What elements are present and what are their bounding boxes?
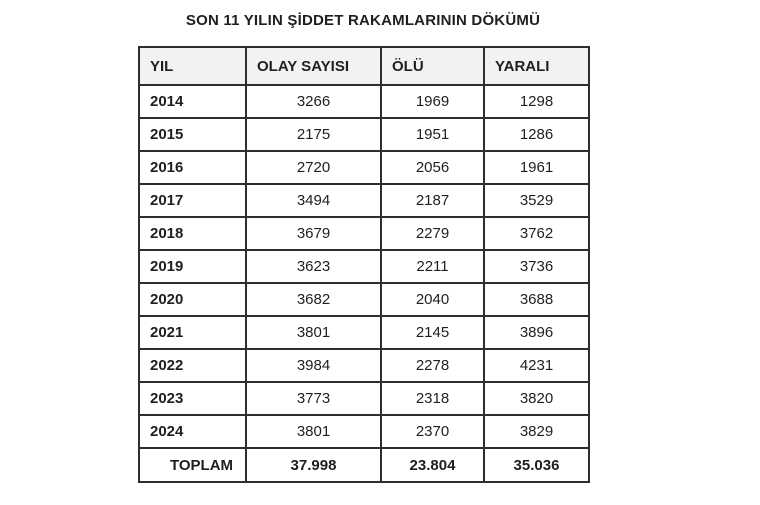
year-cell: 2020 xyxy=(138,282,247,317)
year-cell: 2018 xyxy=(138,216,247,251)
table-footer: TOPLAM 37.998 23.804 35.036 xyxy=(138,447,590,483)
table-row: 2015 2175 1951 1286 xyxy=(138,117,590,152)
value-cell: 3688 xyxy=(483,282,590,317)
value-cell: 3762 xyxy=(483,216,590,251)
total-olay-cell: 37.998 xyxy=(245,447,382,483)
violence-stats-section: SON 11 YILIN ŞİDDET RAKAMLARININ DÖKÜMÜ … xyxy=(138,12,590,483)
value-cell: 1969 xyxy=(380,84,485,119)
value-cell: 1286 xyxy=(483,117,590,152)
header-row: YIL OLAY SAYISI ÖLÜ YARALI xyxy=(138,46,590,86)
year-cell: 2024 xyxy=(138,414,247,449)
violence-stats-table: YIL OLAY SAYISI ÖLÜ YARALI 2014 3266 1969 1… xyxy=(138,46,590,483)
value-cell: 3266 xyxy=(245,84,382,119)
value-cell: 1298 xyxy=(483,84,590,119)
table-body: 2014 3266 1969 1298 2015 2175 1951 1286 2016 2720… xyxy=(138,84,590,449)
total-olu-cell: 23.804 xyxy=(380,447,485,483)
value-cell: 2040 xyxy=(380,282,485,317)
header-cell-olay: OLAY SAYISI xyxy=(245,46,382,86)
value-cell: 3984 xyxy=(245,348,382,383)
header-cell-yarali: YARALI xyxy=(483,46,590,86)
table-row: 2014 3266 1969 1298 xyxy=(138,84,590,119)
year-cell: 2019 xyxy=(138,249,247,284)
value-cell: 2145 xyxy=(380,315,485,350)
table-row: 2024 3801 2370 3829 xyxy=(138,414,590,449)
value-cell: 3679 xyxy=(245,216,382,251)
table-row: 2017 3494 2187 3529 xyxy=(138,183,590,218)
value-cell: 3801 xyxy=(245,315,382,350)
value-cell: 3623 xyxy=(245,249,382,284)
table-row: 2018 3679 2279 3762 xyxy=(138,216,590,251)
value-cell: 3682 xyxy=(245,282,382,317)
value-cell: 3896 xyxy=(483,315,590,350)
value-cell: 4231 xyxy=(483,348,590,383)
year-cell: 2021 xyxy=(138,315,247,350)
year-cell: 2015 xyxy=(138,117,247,152)
value-cell: 3494 xyxy=(245,183,382,218)
value-cell: 3736 xyxy=(483,249,590,284)
table-row: 2016 2720 2056 1961 xyxy=(138,150,590,185)
header-cell-olu: ÖLÜ xyxy=(380,46,485,86)
year-cell: 2022 xyxy=(138,348,247,383)
value-cell: 2370 xyxy=(380,414,485,449)
value-cell: 2175 xyxy=(245,117,382,152)
value-cell: 3801 xyxy=(245,414,382,449)
value-cell: 2318 xyxy=(380,381,485,416)
table-row: 2022 3984 2278 4231 xyxy=(138,348,590,383)
value-cell: 2720 xyxy=(245,150,382,185)
value-cell: 2187 xyxy=(380,183,485,218)
value-cell: 2056 xyxy=(380,150,485,185)
header-cell-yil: YIL xyxy=(138,46,247,86)
value-cell: 2211 xyxy=(380,249,485,284)
table-row: 2020 3682 2040 3688 xyxy=(138,282,590,317)
value-cell: 2278 xyxy=(380,348,485,383)
value-cell: 1961 xyxy=(483,150,590,185)
table-row: 2023 3773 2318 3820 xyxy=(138,381,590,416)
value-cell: 3820 xyxy=(483,381,590,416)
value-cell: 1951 xyxy=(380,117,485,152)
year-cell: 2017 xyxy=(138,183,247,218)
value-cell: 3829 xyxy=(483,414,590,449)
year-cell: 2016 xyxy=(138,150,247,185)
value-cell: 3773 xyxy=(245,381,382,416)
value-cell: 2279 xyxy=(380,216,485,251)
value-cell: 3529 xyxy=(483,183,590,218)
total-yarali-cell: 35.036 xyxy=(483,447,590,483)
page: SON 11 YILIN ŞİDDET RAKAMLARININ DÖKÜMÜ … xyxy=(138,12,590,483)
year-cell: 2014 xyxy=(138,84,247,119)
table-title: SON 11 YILIN ŞİDDET RAKAMLARININ DÖKÜMÜ xyxy=(185,12,541,29)
table-header: YIL OLAY SAYISI ÖLÜ YARALI xyxy=(138,46,590,86)
total-label-cell: TOPLAM xyxy=(138,447,247,483)
total-row: TOPLAM 37.998 23.804 35.036 xyxy=(138,447,590,483)
table-row: 2021 3801 2145 3896 xyxy=(138,315,590,350)
year-cell: 2023 xyxy=(138,381,247,416)
table-row: 2019 3623 2211 3736 xyxy=(138,249,590,284)
